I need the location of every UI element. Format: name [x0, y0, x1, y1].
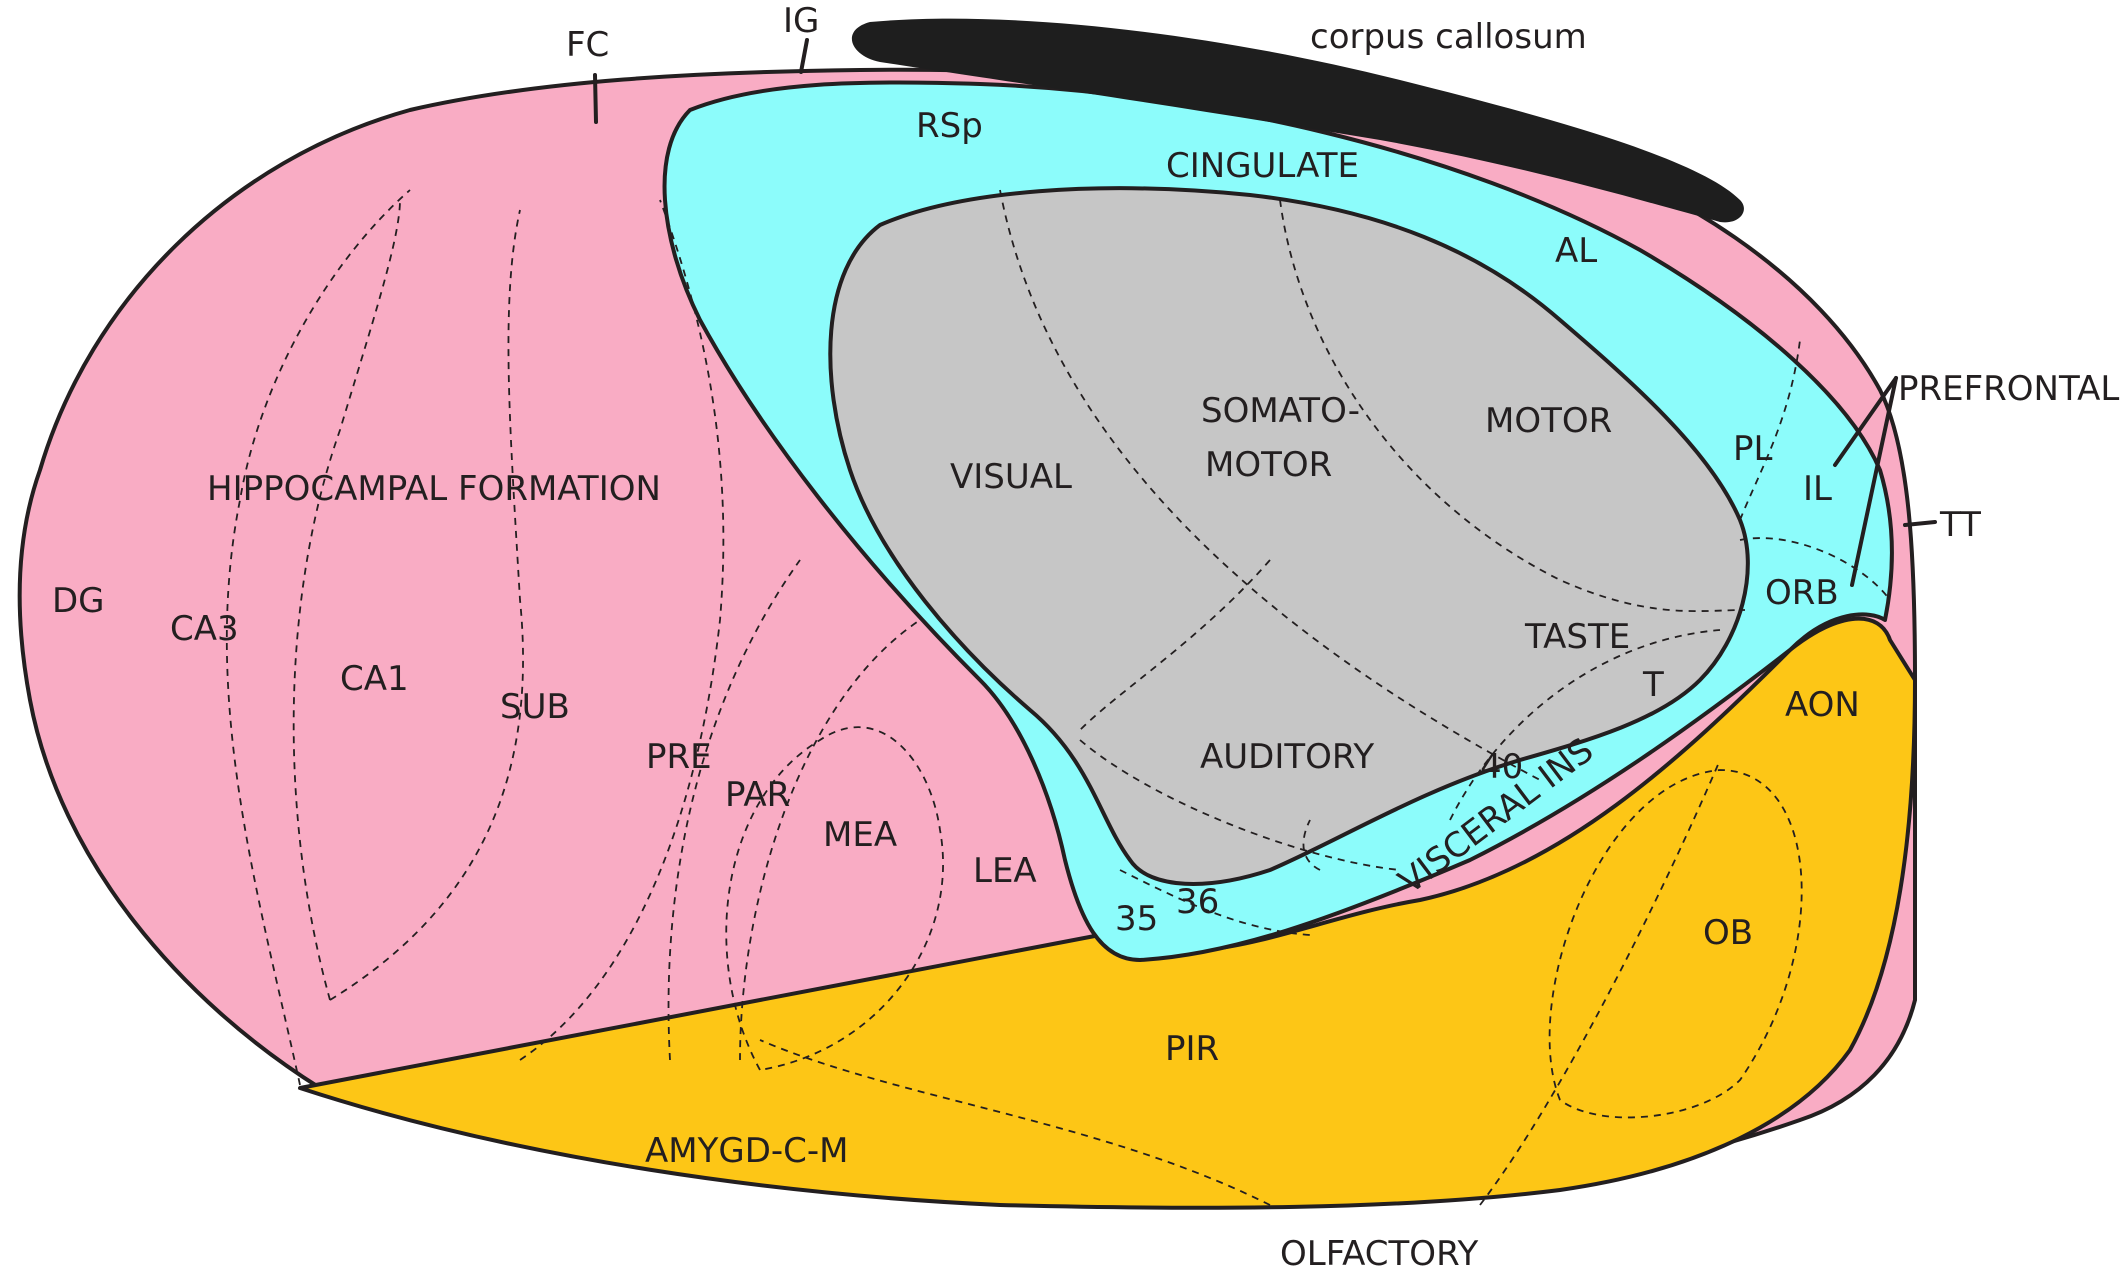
label-pl: PL	[1733, 429, 1773, 469]
label-taste: TASTE	[1524, 617, 1630, 657]
label-pir: PIR	[1165, 1029, 1219, 1069]
label-somatomotor-1: SOMATO-	[1201, 391, 1360, 431]
label-35: 35	[1115, 899, 1158, 939]
label-fc: FC	[566, 25, 609, 65]
isocortex-core-region	[828, 186, 1750, 886]
label-amygd: AMYGD-C-M	[645, 1131, 849, 1171]
label-motor: MOTOR	[1485, 401, 1612, 441]
label-aon: AON	[1785, 685, 1860, 725]
label-visual: VISUAL	[950, 457, 1072, 497]
label-orb: ORB	[1765, 573, 1839, 613]
olfactory-region	[298, 616, 1917, 1210]
label-mea: MEA	[823, 815, 897, 855]
label-il: IL	[1803, 469, 1832, 509]
label-40: 40	[1480, 747, 1523, 787]
label-ca1: CA1	[340, 659, 409, 699]
label-sub: SUB	[500, 687, 570, 727]
label-ig: IG	[783, 1, 819, 41]
corpus-callosum	[851, 18, 1744, 223]
label-somatomotor-2: MOTOR	[1205, 445, 1332, 485]
label-ca3: CA3	[170, 609, 239, 649]
leader-lines	[593, 38, 1937, 587]
label-t: T	[1642, 665, 1664, 705]
label-36: 36	[1176, 882, 1219, 922]
label-corpus-callosum: corpus callosum	[1310, 17, 1587, 57]
label-ob: OB	[1703, 913, 1753, 953]
label-hippocampal-formation: HIPPOCAMPAL FORMATION	[207, 469, 661, 509]
subdivision-lines	[225, 189, 1891, 1206]
label-par: PAR	[725, 775, 790, 815]
label-prefrontal: PREFRONTAL	[1898, 369, 2119, 409]
label-lea: LEA	[973, 851, 1037, 891]
label-dg: DG	[52, 581, 105, 621]
label-auditory: AUDITORY	[1200, 737, 1374, 777]
label-al: AL	[1555, 231, 1597, 271]
label-pre: PRE	[646, 737, 712, 777]
label-rsp: RSp	[916, 106, 983, 146]
label-tt: TT	[1939, 505, 1981, 545]
label-cingulate: CINGULATE	[1166, 146, 1359, 186]
label-olfactory: OLFACTORY	[1280, 1234, 1479, 1272]
